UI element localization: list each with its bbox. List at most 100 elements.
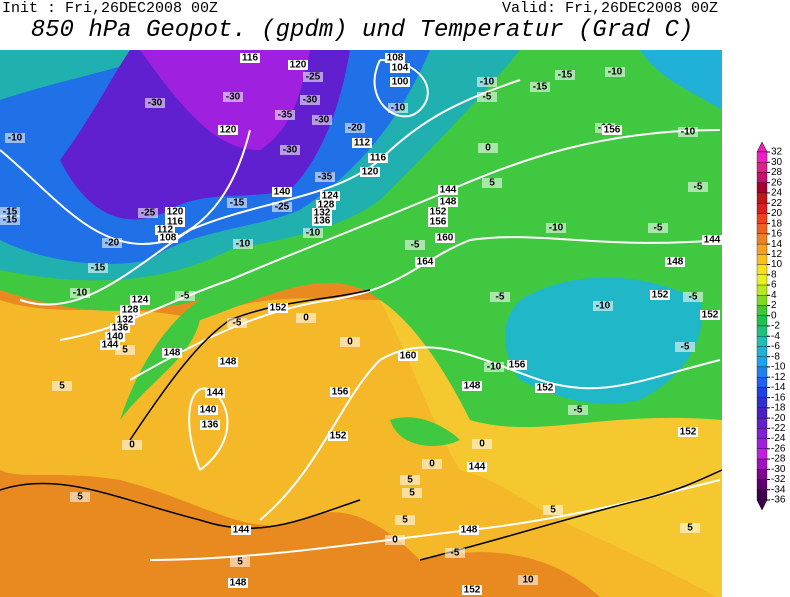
colorbar-label: -10 (771, 362, 786, 373)
geopotential-label: 100 (392, 77, 409, 88)
colorbar-band (756, 233, 768, 245)
colorbar-label: -36 (771, 495, 786, 506)
colorbar-band (756, 458, 768, 470)
colorbar-label: -20 (771, 413, 786, 424)
geopotential-label-box (165, 217, 185, 227)
colorbar-band (756, 377, 768, 388)
geopotential-label: 140 (200, 405, 217, 416)
colorbar-label: 14 (771, 239, 783, 250)
temperature-label: -10 (8, 133, 23, 144)
temperature-label-box (683, 292, 703, 302)
geopotential-label-box (398, 351, 418, 361)
geopotential-label-box (105, 332, 125, 342)
colorbar-band (756, 448, 768, 460)
geopotential-label-box (288, 60, 308, 70)
temperature-label: 5 (550, 505, 556, 516)
temperature-label: -5 (574, 405, 583, 416)
geopotential-label: 112 (354, 138, 371, 149)
colorbar-band (756, 295, 768, 306)
colorbar-band (756, 192, 768, 204)
colorbar-band (756, 305, 768, 316)
colorbar-label: 8 (771, 269, 777, 280)
temperature-label: -15 (558, 70, 573, 81)
init-time: Init : Fri,26DEC2008 00Z (2, 0, 218, 17)
geopotential-label-box (428, 207, 448, 217)
geopotential-label: 112 (157, 225, 174, 236)
temperature-label: 5 (687, 523, 693, 534)
temperature-label-box (555, 70, 575, 80)
temperature-label-box (680, 523, 700, 533)
temperature-label-box (472, 439, 492, 449)
geopotential-label-box (120, 305, 140, 315)
temperature-label-box (300, 95, 320, 105)
colorbar-band (756, 203, 768, 214)
geopotential-label-box (390, 63, 410, 73)
geopotential-label-box (438, 185, 458, 195)
colorbar-label: -2 (771, 321, 780, 332)
temperature-label: 0 (129, 440, 135, 451)
colorbar-band (756, 243, 768, 255)
colorbar-band (756, 182, 768, 194)
temperature-label: 5 (59, 381, 65, 392)
colorbar-label: 26 (771, 177, 783, 188)
contour-line (259, 346, 721, 521)
temperature-label-box (70, 492, 90, 502)
temperature-label: -10 (608, 67, 623, 78)
geopotential-label: 116 (370, 153, 387, 164)
colorbar-band (756, 346, 768, 357)
map-title: 850 hPa Geopot. (gpdm) und Temperatur (G… (31, 17, 694, 44)
colorbar-label: 16 (771, 229, 783, 240)
temperature-label-box (0, 207, 20, 217)
geopotential-label-box (205, 388, 225, 398)
colorbar-band (756, 325, 768, 337)
geopotential-label-box (162, 348, 182, 358)
colorbar-label: 20 (771, 208, 783, 219)
geopotential-label-box (200, 420, 220, 430)
geopotential-label-box (130, 295, 150, 305)
temperature-label: -10 (549, 223, 564, 234)
temperature-label: 0 (429, 459, 435, 470)
temperature-label: 5 (489, 178, 495, 189)
temperature-label-box (477, 92, 497, 102)
temperature-label: -15 (3, 207, 18, 218)
temperature-label: -10 (391, 103, 406, 114)
temperature-label-box (175, 291, 195, 301)
colorbar-label: 0 (771, 310, 777, 321)
geopotential-label: 156 (332, 387, 349, 398)
temperature-label-box (272, 202, 292, 212)
geopotential-label: 164 (417, 257, 434, 268)
temperature-label-box (530, 82, 550, 92)
colorbar-label: -12 (771, 372, 786, 383)
colorbar-label: -32 (771, 474, 786, 485)
colorbar-band (756, 223, 768, 235)
temperature-label-box (345, 123, 365, 133)
geopotential-label: 148 (440, 197, 457, 208)
geopotential-label-box (312, 208, 332, 218)
geopotential-label: 156 (430, 217, 447, 228)
geopotential-label: 148 (464, 381, 481, 392)
temperature-label: -10 (73, 288, 88, 299)
geopotential-label: 148 (220, 357, 237, 368)
temperature-label: 5 (77, 492, 83, 503)
temperature-label: -15 (230, 198, 245, 209)
temperature-label-box (303, 228, 323, 238)
geopotential-label-box (360, 167, 380, 177)
geopotential-label: 152 (270, 303, 287, 314)
geopotential-label-box (272, 187, 292, 197)
colorbar-label: 10 (771, 259, 783, 270)
geopotential-label-box (165, 207, 185, 217)
temperature-label-box (340, 337, 360, 347)
colorbar-band (756, 417, 768, 429)
temperature-label: 0 (392, 535, 398, 546)
temperature-label-box (688, 182, 708, 192)
geopotential-label-box (462, 585, 482, 595)
temperature-label: -5 (411, 240, 420, 251)
temperature-label-box (52, 381, 72, 391)
temperature-label: -20 (105, 238, 120, 249)
temperature-label: 5 (409, 488, 415, 499)
temperature-label: 0 (485, 143, 491, 154)
temperature-label-box (280, 145, 300, 155)
temperature-label: -30 (283, 145, 298, 156)
colorbar-band (756, 151, 768, 163)
colorbar-label: -28 (771, 454, 786, 465)
